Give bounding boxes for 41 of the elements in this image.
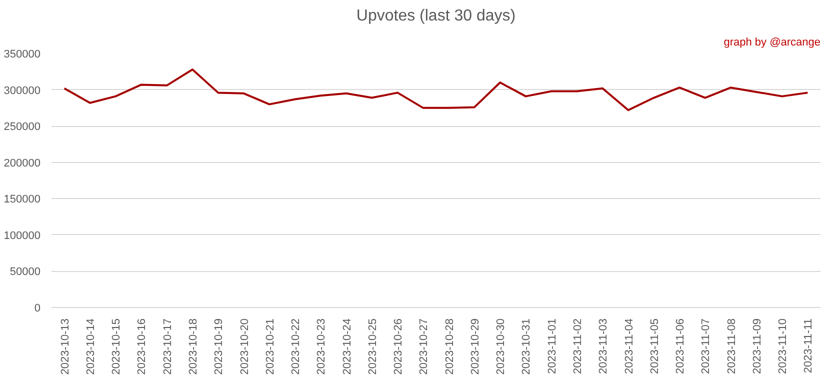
y-tick-label: 250000 — [4, 121, 41, 134]
x-tick-label: 2023-10-17 — [162, 318, 174, 375]
x-tick-label: 2023-10-13 — [59, 318, 72, 375]
x-tick-label: 2023-10-28 — [444, 318, 456, 375]
x-tick-label: 2023-10-30 — [495, 318, 508, 375]
x-tick-label: 2023-10-20 — [238, 318, 251, 375]
x-tick-label: 2023-11-01 — [546, 318, 558, 374]
x-tick-label: 2023-10-29 — [469, 318, 482, 375]
x-tick-label: 2023-11-04 — [623, 318, 636, 374]
x-tick-label: 2023-10-14 — [84, 318, 97, 375]
x-tick-label: 2023-10-19 — [213, 318, 226, 375]
x-tick-label: 2023-10-16 — [136, 318, 148, 375]
x-tick-label: 2023-11-10 — [777, 318, 790, 374]
text: graph by @arcange — [724, 36, 821, 48]
x-tick-label: 2023-11-06 — [674, 318, 687, 374]
y-tick-label: 300000 — [4, 84, 41, 97]
x-tick-label: 2023-11-07 — [700, 318, 712, 374]
y-tick-label: 100000 — [4, 230, 41, 242]
x-tick-label: 2023-10-27 — [418, 318, 430, 375]
x-tick-label: 2023-10-25 — [366, 318, 379, 375]
x-tick-label: 2023-11-08 — [726, 318, 738, 374]
chart-title: Upvotes (last 30 days) — [356, 8, 516, 24]
y-tick-label: 150000 — [4, 194, 41, 206]
y-tick-label: 350000 — [4, 48, 41, 60]
x-tick-label: 2023-10-22 — [290, 318, 302, 375]
x-tick-label: 2023-11-09 — [751, 318, 764, 374]
x-tick-label: 2023-10-21 — [264, 318, 276, 375]
x-tick-label: 2023-11-05 — [648, 318, 661, 374]
x-tick-label: 2023-11-03 — [598, 318, 610, 374]
x-tick-label: 2023-10-26 — [392, 318, 405, 375]
x-tick-label: 2023-10-18 — [187, 318, 200, 375]
y-tick-label: 50000 — [10, 266, 41, 278]
x-tick-label: 2023-11-11 — [802, 318, 815, 374]
line-series — [63, 68, 809, 112]
x-tick-label: 2023-10-31 — [520, 318, 533, 375]
x-tick-label: 2023-10-24 — [341, 318, 354, 375]
x-tick-label: 2023-10-15 — [110, 318, 123, 375]
y-tick-label: 200000 — [4, 157, 41, 170]
y-tick-label: 0 — [34, 302, 41, 314]
x-tick-label: 2023-10-23 — [316, 318, 328, 375]
x-tick-label: 2023-11-02 — [572, 318, 584, 374]
